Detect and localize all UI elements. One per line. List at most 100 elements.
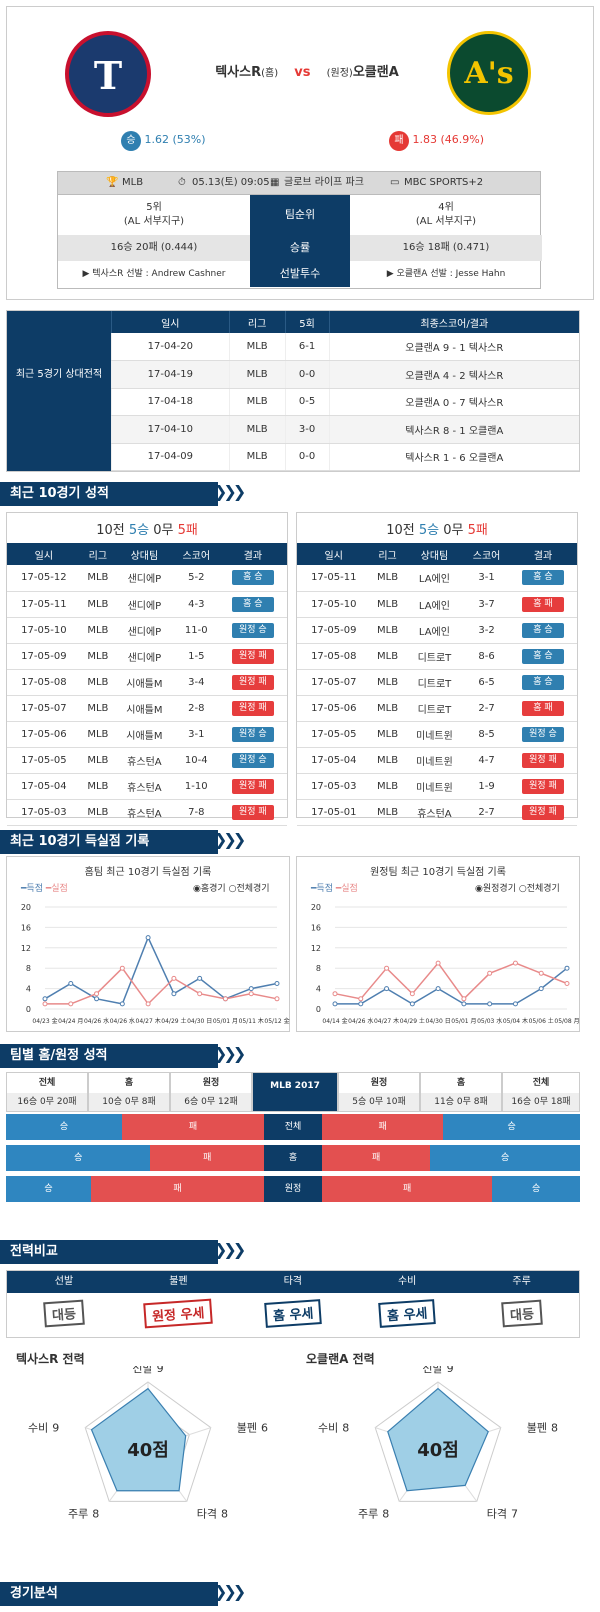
away-rank: 4위 (AL 서부지구)	[350, 195, 542, 235]
series-line-scored	[44, 935, 278, 1005]
radar-axis-label: 주루 8	[68, 1507, 99, 1520]
data-point	[42, 996, 48, 1002]
radio-away-games[interactable]: 원정경기	[482, 884, 516, 894]
radio-empty-icon[interactable]: ○	[228, 884, 237, 894]
h2h-row: 17-04-18 MLB 0-5 오클랜A 0 - 7 텍사스R	[111, 388, 579, 416]
x-tick-label: 04/26 水	[110, 1017, 135, 1025]
x-tick-label: 04/24 月	[58, 1018, 83, 1025]
recent-row: 17-05-04 MLB 미네트윈 4-7 원정 패	[297, 747, 577, 774]
compare-cell: 대등	[7, 1299, 121, 1328]
x-tick-label: 05/12 金	[264, 1017, 289, 1025]
radio-selected-icon[interactable]: ◉	[193, 884, 201, 894]
bar-home-loss: 패	[122, 1114, 264, 1140]
radio-home-games[interactable]: 홈경기	[200, 884, 226, 894]
tv-icon: ▭	[390, 177, 400, 188]
recent-cell: 3-7	[464, 591, 509, 618]
x-tick-label: 05/03 水	[477, 1017, 502, 1025]
compare-stamp: 홈 우세	[263, 1299, 322, 1328]
x-tick-label: 04/30 日	[187, 1018, 212, 1025]
chevron-right-icon: ❯❯❯	[214, 1044, 246, 1063]
recent-row: 17-05-01 MLB 휴스턴A 2-7 원정 패	[297, 799, 577, 826]
recent-col-header: 결과	[508, 543, 577, 565]
h2h-cell: 17-04-20	[111, 333, 230, 361]
homeaway-panel: 전체 16승 0무 20패 홈 10승 0무 8패 원정 6승 0무 12패 MLB 201…	[6, 1072, 580, 1210]
home-chart-title: 홈팀 최근 10경기 득실점 기록	[84, 867, 212, 878]
recent-cell: 2-7	[464, 695, 509, 722]
recent-cell: 17-05-12	[7, 565, 81, 592]
bar-away-loss: 패	[322, 1114, 444, 1140]
x-tick-label: 04/29 土	[161, 1017, 186, 1025]
away-chart-svg: 0 4 8 12 16 20 04/14 金 04/26 水 04/27 木 04/29 土 04/…	[311, 903, 580, 1025]
home-summary-losses: 5패	[177, 523, 198, 538]
home-odds-value: 1.62 (53%)	[144, 133, 206, 146]
data-point	[94, 991, 100, 997]
data-point	[248, 991, 254, 997]
h2h-cell: 0-0	[284, 443, 330, 471]
radar-axis-name: 수비	[318, 1422, 338, 1435]
result-cell: 홈 승	[508, 669, 577, 696]
recent-cell: 17-05-08	[7, 669, 81, 696]
section-title-scores: 최근 10경기 득실점 기록	[0, 830, 218, 854]
result-cell: 원정 패	[508, 799, 577, 826]
recent-cell: 4-7	[464, 747, 509, 774]
result-cell: 원정 패	[218, 669, 287, 696]
y-tick-label: 8	[26, 964, 31, 973]
radar-score: 40점	[417, 1440, 459, 1461]
recent-cell: MLB	[370, 565, 405, 592]
h2h-cell: MLB	[228, 360, 286, 389]
compare-col-header: 불펜	[169, 1276, 188, 1287]
data-point	[145, 1001, 151, 1007]
recent-cell: 1-5	[173, 643, 219, 670]
recent-col-header: 일시	[297, 543, 371, 565]
recent-cell: MLB	[80, 643, 115, 670]
radio-all-games[interactable]: 전체경기	[236, 884, 270, 894]
homeaway-col: 홈 11승 0무 8패	[420, 1072, 502, 1112]
recent-col-header: 리그	[370, 543, 405, 565]
recent-cell: MLB	[80, 565, 115, 592]
h2h-header-row: 일시 리그 5회 최종스코어/결과	[111, 311, 579, 333]
recent-cell: 11-0	[173, 617, 219, 644]
recent-cell: MLB	[80, 747, 115, 774]
h2h-col-header: 5회	[284, 311, 330, 333]
compare-panel: 선발 불펜 타격 수비 주루 대등 원정 우세 홈 우세 홈 우세 대등	[6, 1270, 580, 1338]
radio-all-games[interactable]: 전체경기	[526, 884, 560, 894]
recent-cell: 17-05-07	[7, 695, 81, 722]
homeaway-header: 전체 16승 0무 20패 홈 10승 0무 8패 원정 6승 0무 12패 MLB 201…	[6, 1072, 580, 1112]
result-badge: 원정 승	[231, 726, 274, 742]
x-tick-label: 04/27 木	[136, 1017, 161, 1025]
radar-axis-value: 7	[511, 1507, 518, 1520]
recent-cell: 17-05-09	[297, 617, 371, 644]
result-cell: 홈 승	[218, 565, 287, 592]
stadium: 글로브 라이프 파크	[284, 177, 364, 188]
recent-col-header: 상대팀	[114, 543, 174, 565]
bar-home-win: 승	[6, 1114, 123, 1140]
h2h-cell: 0-0	[284, 360, 330, 389]
radar-axis-label: 선발 9	[132, 1366, 163, 1375]
away-team-name: 오클랜A	[352, 65, 399, 80]
result-badge: 홈 승	[521, 674, 564, 690]
y-tick-label: 20	[311, 903, 321, 912]
stadium-icon: ▦	[270, 177, 280, 188]
y-tick-label: 4	[316, 985, 321, 994]
home-radar-title: 텍사스R 전력	[16, 1352, 85, 1366]
result-badge: 원정 승	[231, 752, 274, 768]
y-tick-label: 4	[26, 985, 31, 994]
match-info-table: 5위 (AL 서부지구) 팀순위 4위 (AL 서부지구) 16승 20패 (0.4…	[57, 195, 542, 289]
recent-cell: 17-05-08	[297, 643, 371, 670]
homeaway-col-value: 10승 0무 8패	[89, 1093, 169, 1111]
h2h-cell: 오클랜A 9 - 1 텍사스R	[328, 333, 579, 361]
h2h-cell: 텍사스R 8 - 1 오클랜A	[328, 415, 579, 444]
radio-selected-icon[interactable]: ◉	[475, 884, 483, 894]
away-chart-radio: ◉원정경기 ○전체경기	[475, 881, 560, 894]
x-tick-label: 04/26 水	[84, 1017, 109, 1025]
radio-empty-icon[interactable]: ○	[518, 884, 527, 894]
recent-cell: 17-05-03	[297, 773, 371, 800]
recent-cell: 3-4	[173, 669, 219, 696]
result-badge: 홈 승	[521, 648, 564, 664]
data-point	[68, 981, 74, 986]
radar-axis-name: 타격	[487, 1507, 507, 1520]
match-datetime: 05.13(토) 09:05	[192, 177, 270, 188]
h2h-col-header: 일시	[111, 311, 230, 333]
radar-axis-name: 선발	[132, 1366, 152, 1375]
